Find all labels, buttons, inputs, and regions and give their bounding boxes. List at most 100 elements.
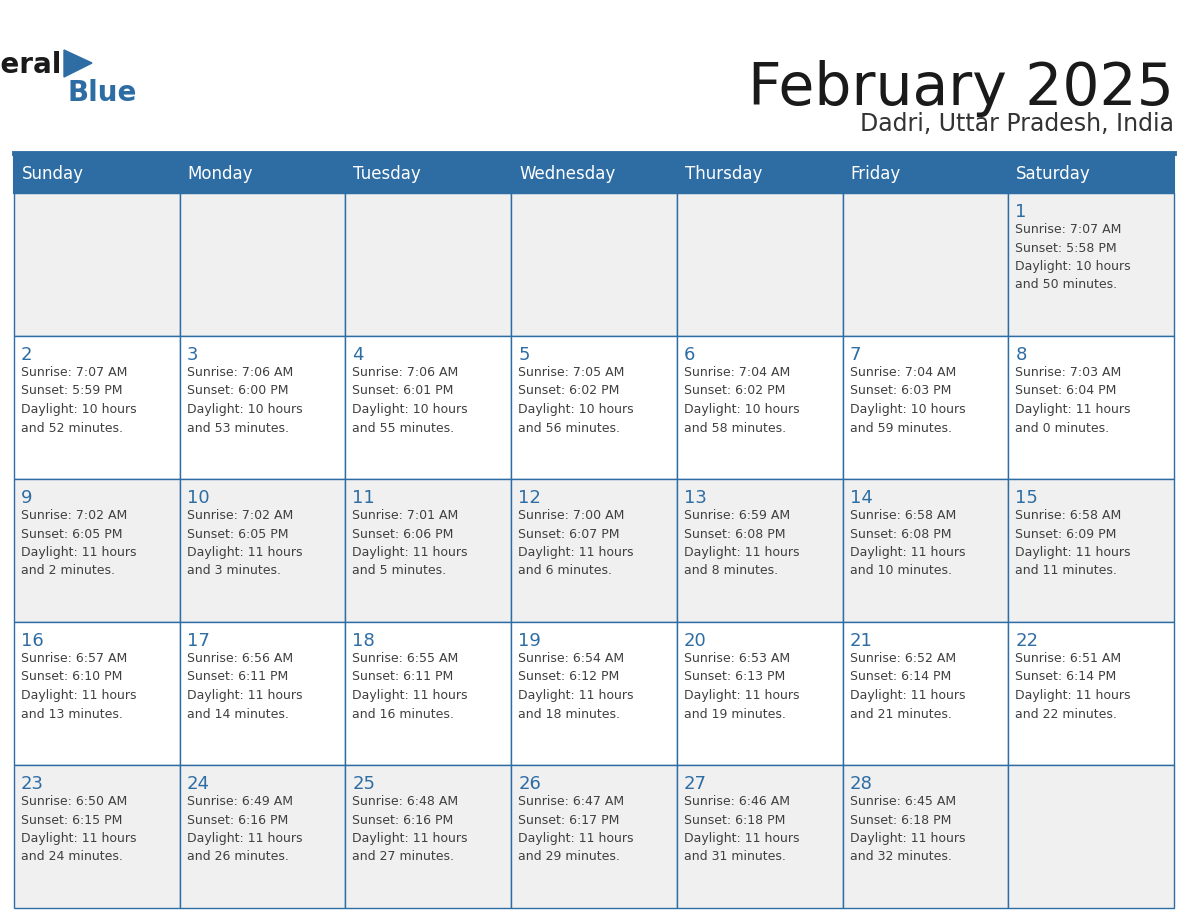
Bar	[179, 336, 346, 479]
Text: Blue: Blue	[67, 79, 137, 107]
Text: Sunset: 5:59 PM: Sunset: 5:59 PM	[21, 385, 122, 397]
Bar	[179, 193, 346, 336]
Text: Sunrise: 7:06 AM: Sunrise: 7:06 AM	[353, 366, 459, 379]
Bar	[511, 336, 677, 479]
Text: Sunset: 6:05 PM: Sunset: 6:05 PM	[187, 528, 289, 541]
Text: 28: 28	[849, 775, 872, 793]
Text: and 21 minutes.: and 21 minutes.	[849, 708, 952, 721]
Bar	[346, 193, 511, 336]
Text: Sunrise: 7:06 AM: Sunrise: 7:06 AM	[187, 366, 293, 379]
Text: Daylight: 11 hours: Daylight: 11 hours	[518, 832, 633, 845]
Bar	[842, 336, 1009, 479]
Bar	[511, 193, 677, 336]
Bar	[511, 765, 677, 908]
Text: Sunrise: 6:50 AM: Sunrise: 6:50 AM	[21, 795, 127, 808]
Text: Daylight: 11 hours: Daylight: 11 hours	[187, 546, 302, 559]
Text: Daylight: 11 hours: Daylight: 11 hours	[849, 689, 965, 702]
Text: Daylight: 10 hours: Daylight: 10 hours	[684, 403, 800, 416]
Text: and 59 minutes.: and 59 minutes.	[849, 421, 952, 434]
Text: 5: 5	[518, 346, 530, 364]
Bar	[14, 155, 1174, 193]
Text: and 53 minutes.: and 53 minutes.	[187, 421, 289, 434]
Text: Sunrise: 6:51 AM: Sunrise: 6:51 AM	[1016, 652, 1121, 665]
Text: and 10 minutes.: and 10 minutes.	[849, 565, 952, 577]
Text: Sunset: 6:00 PM: Sunset: 6:00 PM	[187, 385, 289, 397]
Text: 18: 18	[353, 632, 375, 650]
Bar	[677, 193, 842, 336]
Text: Sunrise: 7:03 AM: Sunrise: 7:03 AM	[1016, 366, 1121, 379]
Text: Sunset: 6:15 PM: Sunset: 6:15 PM	[21, 813, 122, 826]
Text: Sunrise: 6:45 AM: Sunrise: 6:45 AM	[849, 795, 955, 808]
Text: 25: 25	[353, 775, 375, 793]
Bar	[346, 336, 511, 479]
Text: 15: 15	[1016, 489, 1038, 507]
Bar	[1009, 479, 1174, 622]
Bar	[14, 155, 1174, 193]
Text: Sunset: 6:04 PM: Sunset: 6:04 PM	[1016, 385, 1117, 397]
Text: Sunrise: 7:04 AM: Sunrise: 7:04 AM	[849, 366, 956, 379]
Text: 22: 22	[1016, 632, 1038, 650]
Text: Daylight: 11 hours: Daylight: 11 hours	[684, 689, 800, 702]
Text: Sunrise: 7:07 AM: Sunrise: 7:07 AM	[21, 366, 127, 379]
Text: 20: 20	[684, 632, 707, 650]
Text: Daylight: 11 hours: Daylight: 11 hours	[518, 546, 633, 559]
Text: Daylight: 11 hours: Daylight: 11 hours	[21, 546, 137, 559]
Text: Sunrise: 6:57 AM: Sunrise: 6:57 AM	[21, 652, 127, 665]
Text: Sunrise: 7:00 AM: Sunrise: 7:00 AM	[518, 509, 625, 522]
Text: Sunset: 6:10 PM: Sunset: 6:10 PM	[21, 670, 122, 684]
Text: 19: 19	[518, 632, 541, 650]
Text: Sunrise: 7:04 AM: Sunrise: 7:04 AM	[684, 366, 790, 379]
Text: and 8 minutes.: and 8 minutes.	[684, 565, 778, 577]
Text: General: General	[0, 51, 62, 79]
Text: Daylight: 11 hours: Daylight: 11 hours	[1016, 546, 1131, 559]
Bar	[511, 479, 677, 622]
Text: Daylight: 11 hours: Daylight: 11 hours	[21, 689, 137, 702]
Text: Sunrise: 7:01 AM: Sunrise: 7:01 AM	[353, 509, 459, 522]
Bar	[1009, 336, 1174, 479]
Text: 11: 11	[353, 489, 375, 507]
Text: Sunset: 6:06 PM: Sunset: 6:06 PM	[353, 528, 454, 541]
Text: and 14 minutes.: and 14 minutes.	[187, 708, 289, 721]
Text: Sunset: 6:18 PM: Sunset: 6:18 PM	[849, 813, 950, 826]
Bar	[346, 622, 511, 765]
Text: 4: 4	[353, 346, 364, 364]
Bar	[511, 622, 677, 765]
Text: Wednesday: Wednesday	[519, 165, 615, 183]
Text: 12: 12	[518, 489, 541, 507]
Text: Sunrise: 7:02 AM: Sunrise: 7:02 AM	[187, 509, 293, 522]
Text: Daylight: 11 hours: Daylight: 11 hours	[518, 689, 633, 702]
Text: Sunset: 6:08 PM: Sunset: 6:08 PM	[684, 528, 785, 541]
Text: Monday: Monday	[188, 165, 253, 183]
Text: 3: 3	[187, 346, 198, 364]
Text: Daylight: 11 hours: Daylight: 11 hours	[684, 546, 800, 559]
Text: 8: 8	[1016, 346, 1026, 364]
Text: Sunrise: 6:49 AM: Sunrise: 6:49 AM	[187, 795, 292, 808]
Text: and 50 minutes.: and 50 minutes.	[1016, 278, 1118, 292]
Text: Sunset: 6:14 PM: Sunset: 6:14 PM	[1016, 670, 1117, 684]
Text: and 2 minutes.: and 2 minutes.	[21, 565, 115, 577]
Text: and 3 minutes.: and 3 minutes.	[187, 565, 280, 577]
Text: Daylight: 11 hours: Daylight: 11 hours	[1016, 403, 1131, 416]
Text: Sunset: 6:01 PM: Sunset: 6:01 PM	[353, 385, 454, 397]
Text: Sunrise: 7:05 AM: Sunrise: 7:05 AM	[518, 366, 625, 379]
Text: Sunset: 6:17 PM: Sunset: 6:17 PM	[518, 813, 619, 826]
Text: 24: 24	[187, 775, 210, 793]
Text: Sunset: 6:07 PM: Sunset: 6:07 PM	[518, 528, 620, 541]
Text: Sunrise: 6:55 AM: Sunrise: 6:55 AM	[353, 652, 459, 665]
Text: Sunset: 6:11 PM: Sunset: 6:11 PM	[353, 670, 454, 684]
Text: Sunset: 6:08 PM: Sunset: 6:08 PM	[849, 528, 952, 541]
Text: and 16 minutes.: and 16 minutes.	[353, 708, 454, 721]
Bar	[179, 479, 346, 622]
Text: Sunset: 6:03 PM: Sunset: 6:03 PM	[849, 385, 950, 397]
Text: Dadri, Uttar Pradesh, India: Dadri, Uttar Pradesh, India	[860, 112, 1174, 136]
Text: Sunrise: 6:53 AM: Sunrise: 6:53 AM	[684, 652, 790, 665]
Bar	[1009, 193, 1174, 336]
Text: Daylight: 11 hours: Daylight: 11 hours	[187, 689, 302, 702]
Text: Sunset: 6:09 PM: Sunset: 6:09 PM	[1016, 528, 1117, 541]
Text: 13: 13	[684, 489, 707, 507]
Text: and 5 minutes.: and 5 minutes.	[353, 565, 447, 577]
Bar	[677, 622, 842, 765]
Text: and 0 minutes.: and 0 minutes.	[1016, 421, 1110, 434]
Text: Sunrise: 6:48 AM: Sunrise: 6:48 AM	[353, 795, 459, 808]
Bar	[1009, 622, 1174, 765]
